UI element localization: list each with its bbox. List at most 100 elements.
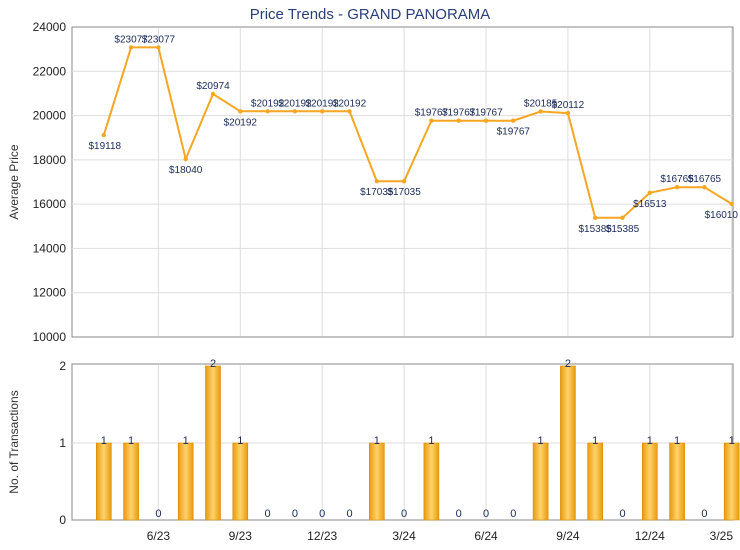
price-data-label: $23077 (142, 34, 176, 45)
transactions-data-label: 0 (346, 508, 352, 520)
transactions-x-tick-label: 3/25 (710, 529, 734, 543)
transactions-data-label: 1 (538, 435, 544, 447)
price-point (456, 118, 461, 123)
price-data-label: $15385 (606, 224, 640, 235)
transactions-data-label: 1 (592, 435, 598, 447)
transactions-data-label: 0 (483, 508, 489, 520)
price-data-label: $19118 (88, 141, 121, 152)
transactions-x-tick-label: 6/24 (474, 529, 498, 543)
price-data-label: $19767 (442, 108, 476, 119)
price-point (320, 109, 325, 114)
price-data-label: $20185 (524, 98, 558, 109)
transactions-y-ticks: 0 1 2 (59, 359, 66, 527)
price-data-label: $20192 (278, 98, 312, 109)
price-point (238, 109, 243, 114)
transactions-y-tick-label: 2 (59, 359, 66, 373)
transactions-data-label: 0 (619, 508, 625, 520)
price-point (347, 109, 352, 114)
price-point (620, 215, 625, 220)
price-data-label: $19767 (415, 108, 449, 119)
price-data-label: $20192 (306, 98, 340, 109)
price-data-label: $20974 (196, 81, 230, 92)
price-gridlines (72, 28, 733, 336)
price-point (593, 215, 598, 220)
price-y-tick-label: 14000 (33, 241, 67, 255)
price-data-label: $23077 (114, 34, 148, 45)
price-point (210, 91, 216, 97)
chart-title: Price Trends - GRAND PANORAMA (249, 6, 491, 23)
price-data-label: $16010 (705, 210, 739, 221)
price-point (156, 45, 161, 50)
transactions-x-tick-label: 12/24 (635, 529, 665, 543)
price-data-label: $16765 (688, 174, 722, 185)
price-point (183, 156, 188, 162)
price-y-ticks: 10000 12000 14000 16000 18000 20000 22000 24000 (33, 20, 67, 344)
transactions-bar (423, 442, 440, 521)
price-y-tick-label: 16000 (33, 197, 67, 211)
transactions-data-label: 1 (237, 435, 243, 447)
transactions-data-label: 1 (183, 435, 189, 447)
transactions-bar (177, 442, 194, 521)
price-y-axis-label: Average Price (7, 144, 21, 219)
transactions-data-label: 0 (401, 508, 407, 520)
price-data-label: $15385 (579, 224, 613, 235)
transactions-data-label: 2 (565, 358, 571, 370)
price-data-label: $18040 (169, 165, 203, 176)
transactions-data-label: 1 (674, 435, 680, 447)
price-point (511, 118, 516, 123)
price-point (128, 45, 134, 50)
price-y-tick-label: 18000 (33, 153, 67, 167)
price-point (265, 109, 270, 114)
transactions-data-label: 1 (729, 435, 735, 447)
transactions-bar (723, 442, 740, 521)
price-data-label: $16765 (660, 174, 694, 185)
transactions-x-tick-label: 12/23 (307, 529, 337, 543)
transactions-x-ticks: 6/23 9/23 12/23 3/24 6/24 9/24 12/24 3/25 (147, 529, 734, 543)
price-point (729, 201, 734, 207)
price-point (647, 190, 652, 195)
transactions-bar (560, 365, 576, 521)
transactions-data-label: 2 (210, 358, 216, 370)
price-point (483, 118, 489, 123)
price-data-label: $19767 (469, 108, 503, 119)
transactions-y-tick-label: 0 (59, 513, 66, 527)
transactions-data-label: 1 (428, 435, 434, 447)
transactions-bar (669, 442, 685, 521)
transactions-x-tick-label: 3/24 (392, 529, 416, 543)
price-data-label: $16513 (633, 199, 667, 210)
price-point (565, 110, 571, 116)
transactions-y-tick-label: 1 (59, 436, 66, 450)
price-point (429, 118, 434, 123)
transactions-x-tick-label: 6/23 (147, 529, 171, 543)
price-line (102, 46, 733, 219)
transactions-data-label: 0 (701, 508, 707, 520)
transactions-data-label: 0 (510, 508, 516, 520)
transactions-bar (123, 442, 139, 521)
transactions-bar (232, 442, 249, 521)
price-y-tick-label: 20000 (33, 109, 67, 123)
price-point (538, 109, 543, 114)
price-y-tick-label: 10000 (33, 330, 67, 344)
transactions-bar (205, 365, 221, 521)
transactions-plot-area (71, 363, 734, 521)
transactions-data-label: 0 (265, 508, 271, 520)
transactions-bar (532, 442, 549, 521)
price-data-label: $20112 (552, 100, 585, 111)
price-y-tick-label: 12000 (33, 286, 67, 300)
price-data-label: $17035 (387, 187, 421, 198)
transactions-data-label: 1 (374, 435, 380, 447)
price-point (702, 185, 707, 190)
price-series: $19118$23077$23077$18040$20974$20192$201… (88, 34, 738, 234)
price-data-label: $20192 (251, 98, 285, 109)
transactions-x-tick-label: 9/23 (229, 529, 253, 543)
transactions-bar (587, 442, 604, 521)
transactions-data-label: 0 (319, 508, 325, 520)
price-point (292, 109, 298, 114)
transactions-bar (96, 442, 112, 521)
price-data-label: $20192 (224, 117, 258, 128)
price-point (401, 179, 407, 184)
price-y-tick-label: 24000 (33, 20, 67, 34)
price-data-label: $19767 (497, 127, 531, 138)
transactions-data-label: 0 (456, 508, 462, 520)
price-point (374, 179, 379, 184)
